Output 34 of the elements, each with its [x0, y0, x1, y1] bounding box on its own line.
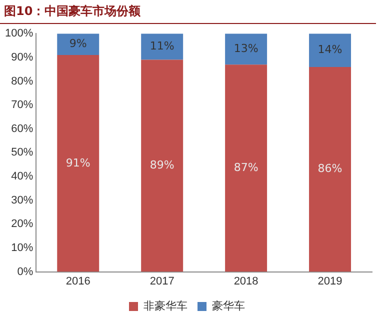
x-tick-label: 2018: [234, 275, 258, 288]
data-label: 91%: [66, 156, 90, 170]
bar: [309, 34, 352, 67]
y-tick-label: 90%: [11, 51, 34, 64]
data-label: 9%: [69, 37, 87, 50]
chart-title: 图10：中国豪车市场份额: [0, 0, 376, 24]
x-tick-label: 2017: [150, 275, 174, 288]
y-tick-label: 50%: [11, 146, 34, 159]
data-label: 11%: [150, 40, 174, 53]
bar: [141, 34, 184, 60]
bar: [141, 60, 184, 272]
y-tick-label: 60%: [11, 122, 34, 135]
y-tick-label: 20%: [11, 218, 34, 230]
bar: [57, 34, 100, 56]
data-label: 14%: [318, 43, 342, 56]
y-tick-label: 70%: [11, 99, 34, 112]
bar: [309, 66, 352, 272]
bar: [225, 64, 268, 272]
x-tick-label: 2016: [66, 275, 90, 288]
data-label: 89%: [150, 158, 174, 172]
bar: [225, 34, 268, 65]
y-tick-label: 0%: [17, 266, 34, 278]
y-tick-label: 80%: [11, 75, 34, 88]
bar: [57, 55, 100, 272]
x-tick-label: 2019: [318, 275, 342, 288]
y-tick-label: 40%: [11, 170, 34, 183]
y-tick-label: 10%: [11, 242, 34, 254]
data-label: 87%: [234, 161, 258, 174]
y-tick-label: 30%: [11, 194, 34, 206]
legend-label: 非豪华车: [144, 300, 188, 313]
data-label: 13%: [234, 42, 258, 55]
y-tick-label: 100%: [4, 28, 34, 40]
legend-label: 豪华车: [212, 300, 245, 313]
data-label: 86%: [318, 162, 342, 176]
